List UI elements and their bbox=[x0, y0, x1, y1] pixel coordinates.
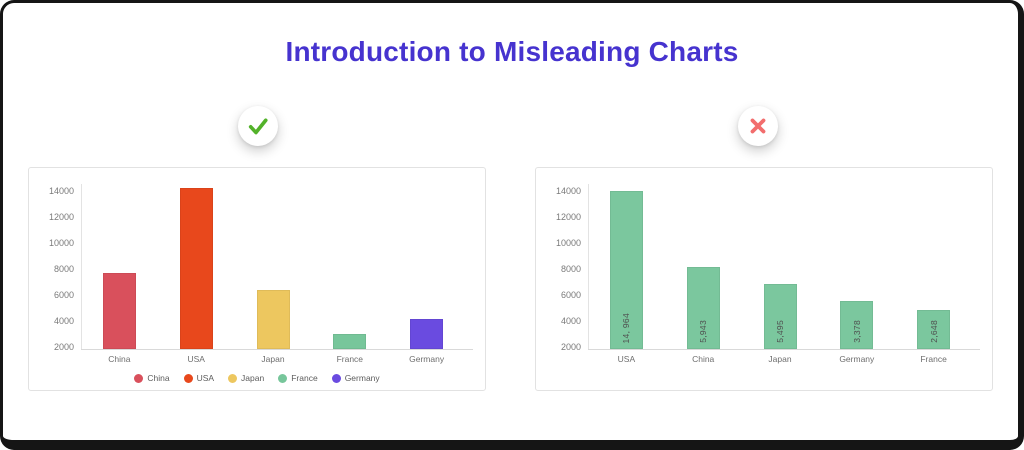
legend-dot bbox=[228, 373, 238, 383]
legend-dot bbox=[278, 373, 288, 383]
x-axis-line bbox=[588, 349, 980, 350]
x-category-label: France bbox=[336, 354, 364, 364]
legend-dot bbox=[331, 373, 341, 383]
chart-panel-misleading: 2000 4000 6000 8000 10000 12000 14000 14, 964 US… bbox=[535, 167, 993, 391]
y-tick-label: 10000 bbox=[48, 237, 74, 248]
x-category-label: China bbox=[692, 354, 715, 364]
bar-value-label: 3,378 bbox=[851, 320, 862, 343]
legend-label: France bbox=[291, 373, 318, 383]
bar-france: 2,648 bbox=[917, 309, 951, 349]
y-tick-label: 8000 bbox=[53, 263, 74, 274]
y-axis-line bbox=[81, 184, 82, 349]
legend-dot bbox=[134, 373, 144, 383]
x-category-label: USA bbox=[187, 354, 205, 364]
x-category-label: Japan bbox=[768, 354, 792, 364]
x-category-label: Germany bbox=[839, 354, 875, 364]
bar-value-label: 5,943 bbox=[698, 320, 709, 343]
page-title: Introduction to Misleading Charts bbox=[285, 36, 739, 67]
check-badge bbox=[238, 106, 278, 146]
bar-france bbox=[333, 334, 367, 349]
bar-value-label: 5,495 bbox=[775, 320, 785, 343]
y-tick-label: 8000 bbox=[560, 263, 581, 274]
legend-item: Japan bbox=[228, 373, 264, 383]
bar-value-label: 2,648 bbox=[928, 320, 939, 343]
x-category-label: Japan bbox=[261, 354, 285, 364]
y-tick-label: 4000 bbox=[53, 315, 74, 326]
cross-badge bbox=[738, 106, 778, 146]
bar-germany: 3,378 bbox=[840, 300, 874, 349]
y-tick-label: 12000 bbox=[555, 211, 581, 222]
y-tick-label: 14000 bbox=[555, 185, 581, 196]
y-tick-label: 6000 bbox=[53, 289, 74, 300]
x-axis-line bbox=[81, 349, 473, 350]
legend-label: Japan bbox=[241, 373, 265, 383]
y-axis-line bbox=[588, 184, 589, 349]
misleading-chart: 2000 4000 6000 8000 10000 12000 14000 14, 964 US… bbox=[536, 168, 992, 390]
y-tick-label: 14000 bbox=[48, 185, 74, 196]
legend-item: China bbox=[134, 373, 170, 383]
bar-value-label: 14, 964 bbox=[621, 312, 632, 343]
y-tick-label: 6000 bbox=[560, 289, 581, 300]
legend-label: Germany bbox=[344, 373, 380, 383]
y-tick-label: 12000 bbox=[48, 211, 74, 222]
checkmark-icon bbox=[248, 118, 268, 135]
y-tick-label: 4000 bbox=[560, 315, 581, 326]
y-tick-label: 2000 bbox=[560, 342, 581, 352]
bar-germany bbox=[410, 319, 444, 349]
bar-japan: 5,495 bbox=[763, 283, 797, 349]
legend-item: Germany bbox=[331, 373, 380, 383]
legend-item: France bbox=[278, 373, 318, 383]
bar-china: 5,943 bbox=[686, 266, 720, 349]
legend: China USA Japan France Germany bbox=[29, 373, 485, 383]
x-category-label: Germany bbox=[409, 354, 445, 364]
x-category-label: China bbox=[108, 354, 131, 364]
legend-dot bbox=[183, 373, 193, 383]
cross-icon bbox=[750, 118, 766, 134]
x-category-label: USA bbox=[617, 354, 636, 364]
legend-label: China bbox=[147, 373, 170, 383]
bar-usa bbox=[179, 187, 213, 349]
legend-item: USA bbox=[183, 373, 215, 383]
y-tick-label: 2000 bbox=[53, 342, 74, 352]
accurate-chart: 2000 4000 6000 8000 10000 12000 14000 China USA J… bbox=[29, 168, 485, 390]
legend-label: USA bbox=[196, 373, 215, 383]
bar-china bbox=[102, 273, 136, 349]
bar-japan bbox=[256, 290, 290, 349]
x-category-label: France bbox=[920, 354, 947, 364]
y-tick-label: 10000 bbox=[555, 237, 581, 248]
chart-panel-accurate: 2000 4000 6000 8000 10000 12000 14000 China USA J… bbox=[28, 167, 486, 391]
bar-usa: 14, 964 bbox=[609, 190, 643, 349]
